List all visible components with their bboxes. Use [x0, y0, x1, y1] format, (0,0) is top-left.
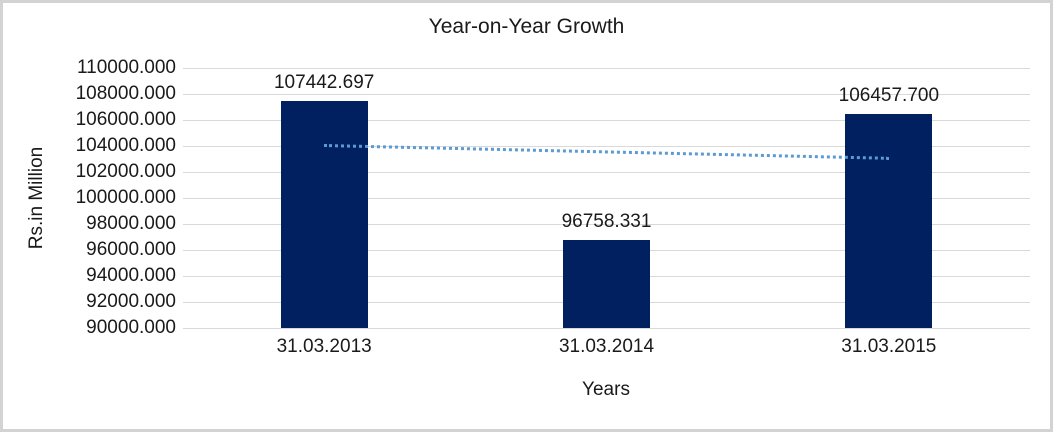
y-axis-tick-label: 104000.000 [75, 135, 176, 156]
data-label: 96758.331 [561, 211, 652, 233]
bar [563, 240, 650, 328]
x-axis-title: Years [582, 379, 630, 400]
plot-area: 107442.697 96758.331 106457.700 [183, 67, 1030, 329]
x-category-label: 31.03.2014 [558, 336, 655, 357]
y-axis-tick-label: 96000.000 [86, 239, 176, 260]
x-category-label: 31.03.2013 [276, 336, 372, 357]
gridline [183, 197, 1030, 199]
y-axis-tick-label: 108000.000 [75, 83, 176, 104]
y-axis-tick-labels: 110000.000 108000.000 106000.000 104000.000… [3, 57, 176, 338]
x-axis-category-labels: 31.03.2013 31.03.2014 31.03.2015 [183, 336, 1030, 360]
gridline [183, 119, 1030, 121]
y-axis-tick-label: 94000.000 [86, 265, 176, 286]
gridline [183, 327, 1030, 329]
data-label: 106457.700 [838, 85, 940, 107]
gridline [183, 67, 1030, 69]
data-label: 107442.697 [273, 72, 375, 94]
y-axis-tick-label: 106000.000 [75, 109, 176, 130]
y-axis-tick-label: 92000.000 [86, 291, 176, 312]
y-axis-tick-label: 110000.000 [77, 57, 176, 78]
gridline [183, 93, 1030, 95]
y-axis-tick-label: 98000.000 [86, 213, 176, 234]
gridline [183, 171, 1030, 173]
bar [280, 101, 368, 328]
y-axis-tick-label: 100000.000 [75, 187, 176, 208]
gridline [183, 145, 1030, 147]
y-axis-tick-label: 90000.000 [86, 317, 176, 338]
y-axis-tick-label: 102000.000 [75, 161, 176, 182]
x-category-label: 31.03.2015 [841, 336, 937, 357]
gridline [183, 223, 1030, 225]
bar [845, 114, 933, 328]
chart-title: Year-on-Year Growth [428, 15, 625, 38]
